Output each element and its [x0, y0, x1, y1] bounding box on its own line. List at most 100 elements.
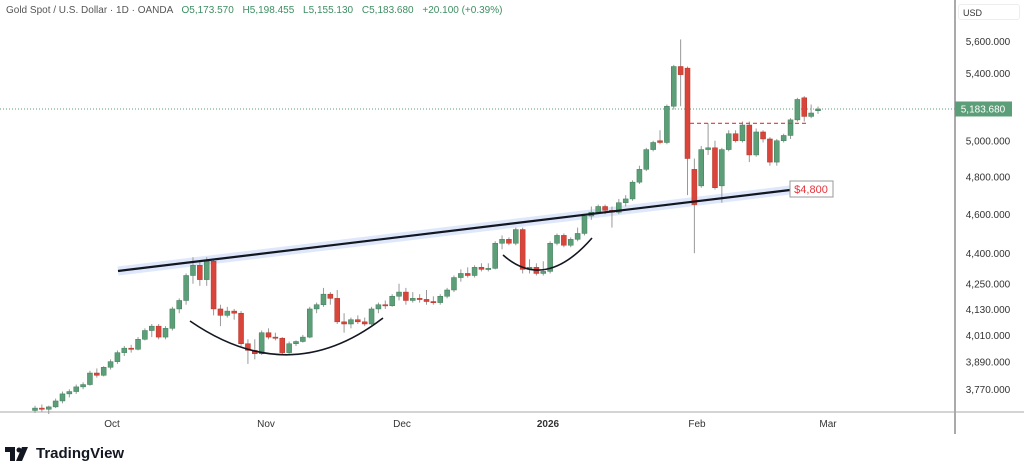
candle-up[interactable]	[87, 370, 93, 386]
candle-down[interactable]	[252, 339, 258, 360]
candle-up[interactable]	[52, 398, 59, 409]
candle-down[interactable]	[272, 332, 279, 341]
candle-up[interactable]	[780, 133, 787, 143]
candle-up[interactable]	[32, 405, 38, 413]
candle-down[interactable]	[361, 317, 368, 327]
candle-up[interactable]	[581, 214, 588, 236]
candle-down[interactable]	[279, 337, 286, 355]
candle-up[interactable]	[73, 384, 79, 394]
candle-up[interactable]	[815, 106, 821, 114]
candle-down[interactable]	[210, 259, 217, 316]
candle-up[interactable]	[636, 165, 643, 185]
candle-down[interactable]	[691, 158, 698, 254]
candle-up[interactable]	[526, 259, 533, 274]
candle-up[interactable]	[107, 359, 114, 370]
candle-up[interactable]	[492, 241, 498, 270]
candle-down[interactable]	[677, 39, 684, 107]
candle-down[interactable]	[506, 237, 512, 246]
candle-up[interactable]	[458, 269, 464, 282]
candle-up[interactable]	[368, 306, 375, 326]
candle-down[interactable]	[657, 130, 663, 145]
price-axis[interactable]	[955, 0, 1024, 434]
candle-up[interactable]	[114, 350, 121, 364]
candle-down[interactable]	[245, 339, 251, 364]
candle-up[interactable]	[300, 334, 306, 343]
candle-up[interactable]	[169, 306, 176, 331]
candle-down[interactable]	[155, 323, 162, 340]
candle-up[interactable]	[149, 323, 155, 338]
candle-up[interactable]	[224, 306, 231, 318]
candle-up[interactable]	[286, 341, 292, 354]
candle-down[interactable]	[39, 404, 45, 412]
candle-up[interactable]	[451, 275, 457, 293]
candle-up[interactable]	[671, 64, 677, 110]
candle-up[interactable]	[410, 292, 416, 303]
candle-up[interactable]	[698, 146, 704, 188]
candle-up[interactable]	[444, 287, 450, 299]
candle-down[interactable]	[231, 308, 237, 320]
candle-up[interactable]	[348, 317, 354, 329]
candle-up[interactable]	[650, 140, 656, 152]
candle-up[interactable]	[100, 366, 107, 377]
candle-up[interactable]	[794, 97, 801, 122]
candle-up[interactable]	[513, 227, 519, 246]
candle-down[interactable]	[760, 130, 766, 143]
candle-up[interactable]	[622, 195, 629, 207]
candle-up[interactable]	[787, 118, 794, 139]
candle-up[interactable]	[142, 328, 148, 341]
candle-down[interactable]	[382, 300, 389, 309]
candle-up[interactable]	[162, 326, 169, 340]
candle-up[interactable]	[320, 287, 327, 307]
candle-up[interactable]	[554, 233, 560, 246]
candle-up[interactable]	[774, 138, 780, 166]
cup-arc-2[interactable]	[502, 237, 593, 271]
candle-down[interactable]	[238, 311, 244, 346]
candle-up[interactable]	[643, 147, 650, 172]
candle-down[interactable]	[519, 227, 526, 274]
candle-up[interactable]	[258, 330, 265, 355]
candle-down[interactable]	[197, 261, 203, 286]
candle-up[interactable]	[705, 123, 711, 155]
candle-up[interactable]	[80, 382, 86, 390]
candle-down[interactable]	[334, 289, 340, 324]
candle-up[interactable]	[59, 391, 66, 404]
candle-down[interactable]	[561, 233, 567, 248]
candle-down[interactable]	[94, 368, 100, 378]
candle-up[interactable]	[313, 302, 320, 314]
candle-down[interactable]	[341, 313, 347, 333]
candle-up[interactable]	[664, 104, 670, 145]
candle-up[interactable]	[45, 405, 52, 415]
candle-up[interactable]	[396, 283, 402, 301]
candle-down[interactable]	[684, 66, 691, 196]
candle-down[interactable]	[464, 267, 471, 278]
candle-up[interactable]	[485, 263, 492, 272]
candle-up[interactable]	[540, 261, 547, 276]
candle-down[interactable]	[355, 315, 361, 324]
candle-up[interactable]	[183, 273, 189, 305]
candle-up[interactable]	[437, 294, 443, 305]
candle-down[interactable]	[128, 344, 134, 353]
candle-down[interactable]	[403, 287, 409, 305]
currency-button[interactable]: USD	[958, 4, 1020, 20]
candle-up[interactable]	[574, 227, 581, 242]
candle-down[interactable]	[423, 289, 430, 305]
candle-down[interactable]	[801, 96, 808, 122]
candle-up[interactable]	[499, 235, 505, 250]
candle-up[interactable]	[176, 298, 182, 314]
candle-down[interactable]	[327, 292, 334, 305]
candle-up[interactable]	[725, 130, 732, 152]
candle-up[interactable]	[753, 128, 759, 157]
candle-down[interactable]	[746, 121, 753, 163]
candle-down[interactable]	[265, 328, 272, 340]
candle-up[interactable]	[293, 340, 299, 346]
candle-down[interactable]	[732, 130, 739, 143]
candle-down[interactable]	[767, 137, 773, 166]
candle-up[interactable]	[719, 147, 725, 203]
candle-down[interactable]	[217, 304, 224, 327]
candle-up[interactable]	[306, 306, 313, 339]
candle-up[interactable]	[808, 104, 814, 119]
ascending-trendline[interactable]	[117, 188, 791, 273]
candle-up[interactable]	[121, 345, 128, 356]
candle-up[interactable]	[567, 237, 574, 248]
